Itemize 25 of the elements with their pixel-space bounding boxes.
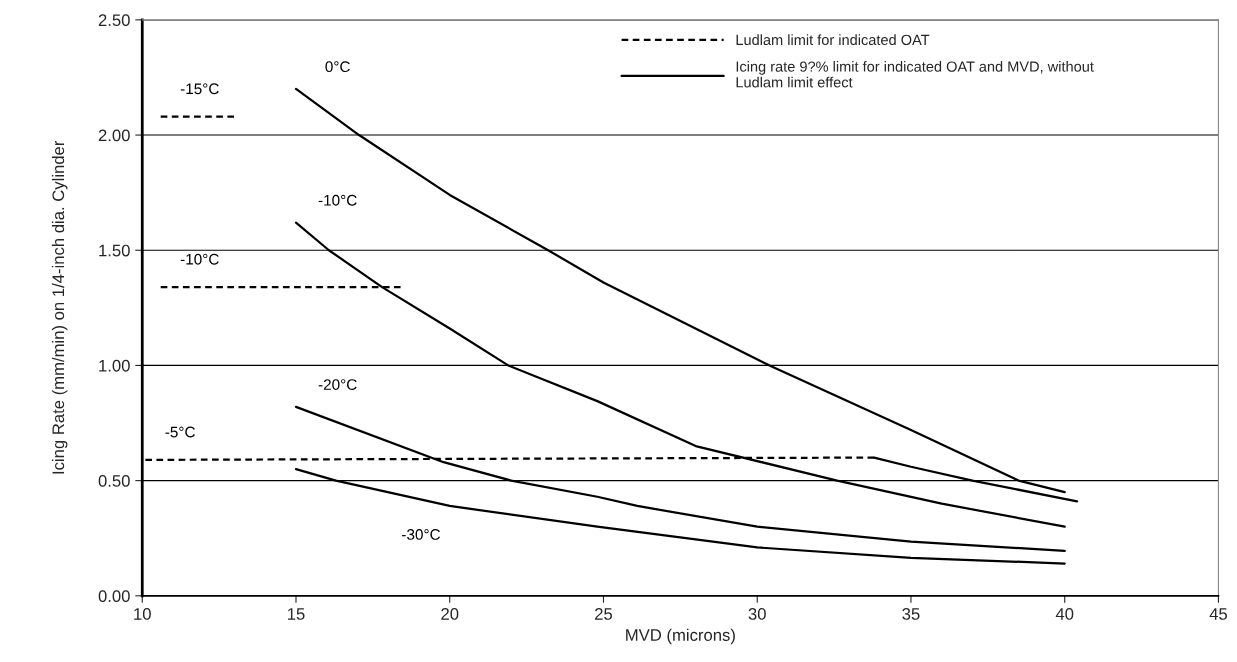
y-tick-label: 1.50 bbox=[99, 244, 130, 257]
y-tick-label: 2.00 bbox=[98, 129, 130, 142]
series-label: -30°C bbox=[402, 529, 441, 540]
series-label: -5°C bbox=[165, 426, 195, 438]
x-axis-title: MVD (microns) bbox=[626, 628, 735, 645]
x-tick-label: 15 bbox=[288, 608, 305, 620]
y-tick-label: 0.50 bbox=[98, 475, 130, 487]
x-tick-label: 25 bbox=[595, 608, 613, 620]
text: 0°C bbox=[325, 61, 350, 73]
x-tick-label: 10 bbox=[134, 608, 151, 620]
annotation: Ludlam limit for indicated OAT bbox=[736, 34, 930, 46]
y-tick-label: 1.00 bbox=[99, 359, 130, 372]
series-label: -20°C bbox=[318, 379, 357, 390]
series-label: -10°C bbox=[180, 253, 219, 265]
x-tick-label: 20 bbox=[441, 608, 459, 620]
x-tick-label: 40 bbox=[1055, 608, 1074, 620]
x-tick-label: 35 bbox=[902, 608, 920, 620]
series-label: -15°C bbox=[180, 83, 219, 95]
y-tick-label: 0.00 bbox=[98, 590, 130, 602]
series-label: -10°C bbox=[318, 194, 357, 206]
y-axis-title: Icing Rate (mm/min) on 1/4-inch dia. Cylinder bbox=[51, 140, 68, 474]
x-tick-label: 45 bbox=[1209, 608, 1228, 620]
x-tick-label: 30 bbox=[748, 608, 766, 620]
annotation: Icing rate 9?% limit for indicated OAT and MVD, without Ludlam limit effect bbox=[736, 61, 1094, 88]
y-tick-label: 2.50 bbox=[98, 14, 130, 27]
